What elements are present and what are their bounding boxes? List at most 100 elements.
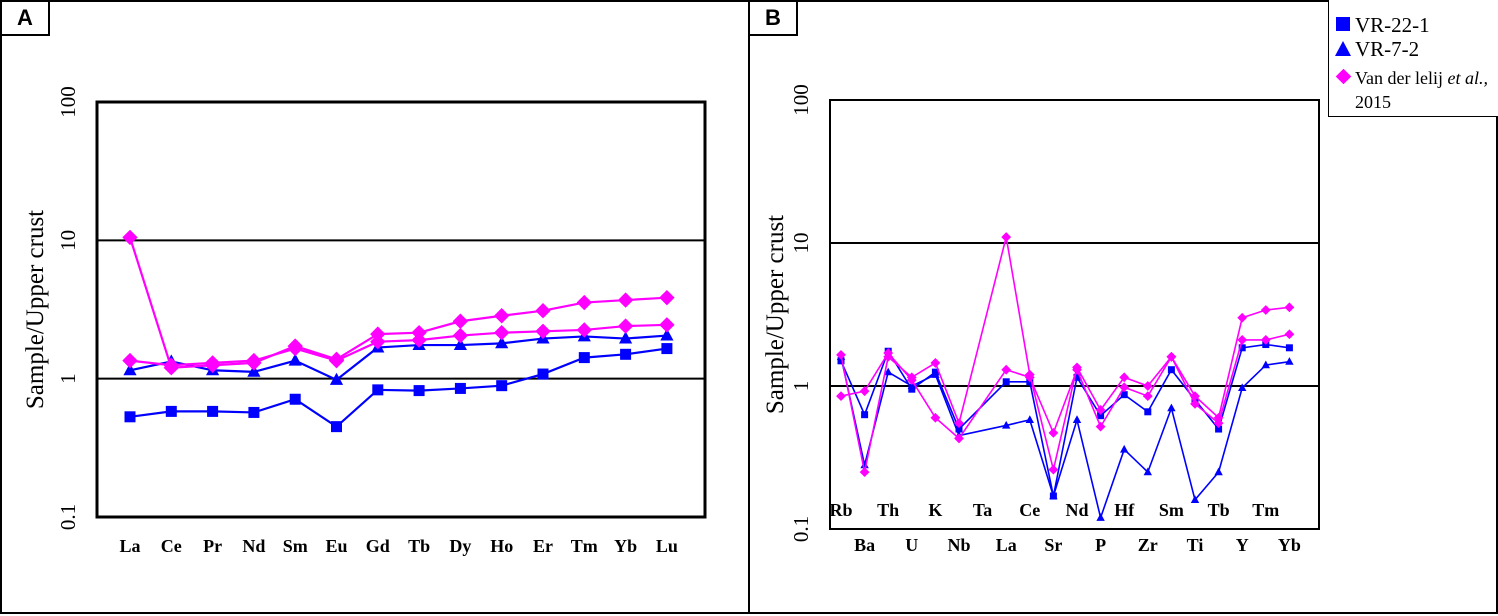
- square-marker: [248, 406, 260, 418]
- square-marker: [837, 357, 845, 365]
- triangle-marker: [1002, 420, 1011, 429]
- legend-item-vr-7-2: VR-7-2: [1335, 38, 1419, 60]
- triangle-marker: [1096, 513, 1105, 521]
- legend-label-tail: 2015: [1355, 92, 1391, 112]
- diamond-marker: [370, 334, 386, 350]
- triangle-marker-icon: [1335, 38, 1351, 58]
- diamond-marker: [617, 292, 634, 308]
- diamond-marker: [287, 340, 303, 357]
- diamond-marker: [1048, 464, 1059, 475]
- x-category-label: Ti: [1187, 535, 1204, 555]
- triangle-marker: [329, 372, 344, 385]
- diamond-marker: [930, 412, 941, 423]
- legend-item-vr-22-1: VR-22-1: [1335, 14, 1430, 36]
- x-category-label: Ce: [1019, 500, 1040, 520]
- triangle-marker: [1049, 491, 1058, 500]
- diamond-marker: [1190, 391, 1200, 401]
- triangle-marker: [860, 460, 869, 469]
- triangle-marker: [1072, 415, 1082, 423]
- y-tick-label: 1: [789, 381, 813, 392]
- y-axis-label: Sample/Upper crust: [762, 215, 789, 414]
- square-marker: [1215, 425, 1223, 433]
- chart-a: 0.1 1 10 100 Sample/Upper crust La Ce Pr Nd Sm Eu G…: [22, 86, 707, 556]
- diamond-marker: [1260, 335, 1271, 345]
- diamond-marker: [452, 327, 469, 344]
- square-marker: [124, 411, 136, 423]
- diamond-marker: [246, 352, 262, 369]
- panel-b-label: B: [750, 2, 798, 36]
- square-marker: [1167, 366, 1175, 374]
- x-category-label: Sm: [283, 536, 308, 556]
- square-marker: [661, 343, 673, 355]
- x-category-label: Rb: [829, 500, 852, 520]
- x-category-label: Ba: [854, 535, 875, 555]
- plot-frame: [95, 100, 707, 519]
- square-marker: [331, 421, 342, 433]
- diamond-marker: [1072, 364, 1082, 375]
- diamond-marker: [906, 375, 917, 385]
- diamond-marker: [163, 357, 179, 373]
- x-category-label: Th: [877, 500, 899, 520]
- diamond-marker: [659, 289, 675, 306]
- x-category-label: Sr: [1044, 535, 1062, 555]
- triangle-marker: [1238, 383, 1247, 392]
- diamond-marker: [452, 313, 469, 329]
- triangle-marker: [1285, 357, 1294, 365]
- diamond-marker: [1001, 232, 1012, 242]
- diamond-marker: [954, 418, 964, 429]
- y-tick-label: 10: [56, 230, 80, 251]
- triangle-marker: [1167, 403, 1176, 412]
- diamond-marker: [328, 352, 345, 369]
- triangle-marker: [288, 353, 302, 366]
- x-category-label: Ho: [490, 536, 513, 556]
- y-tick-label: 0.1: [789, 516, 813, 542]
- diamond-marker: [1237, 312, 1248, 323]
- panel-b: B: [748, 0, 1498, 614]
- square-marker: [908, 385, 916, 393]
- plot-frame: [829, 99, 1320, 530]
- diamond-marker: [535, 302, 551, 319]
- triangle-marker: [1025, 415, 1034, 423]
- square-marker: [1073, 373, 1081, 381]
- diamond-marker: [411, 332, 427, 348]
- square-marker: [1120, 391, 1128, 399]
- x-category-label: Tm: [571, 536, 598, 556]
- legend-label: VR-22-1: [1355, 13, 1430, 37]
- triangle-marker: [1120, 444, 1129, 453]
- x-category-label: P: [1095, 535, 1106, 555]
- square-marker: [861, 411, 869, 419]
- diamond-marker: [1001, 364, 1012, 375]
- triangle-marker: [907, 381, 916, 390]
- x-category-label: U: [905, 535, 918, 555]
- y-tick-label: 100: [789, 84, 813, 116]
- diamond-marker: [576, 294, 592, 311]
- diamond-marker: [1190, 398, 1200, 409]
- diamond-marker: [659, 317, 675, 333]
- square-marker: [620, 348, 632, 360]
- x-category-label: Dy: [449, 536, 471, 556]
- x-category-label: K: [928, 500, 942, 520]
- diamond-marker: [1095, 421, 1106, 432]
- x-category-label: Gd: [366, 536, 390, 556]
- triangle-marker: [247, 364, 261, 377]
- y-axis-label: Sample/Upper crust: [22, 210, 49, 409]
- square-marker: [372, 384, 384, 396]
- x-category-label: Nd: [242, 536, 265, 556]
- diamond-marker: [859, 386, 870, 397]
- diamond-marker: [535, 323, 551, 339]
- triangle-marker: [123, 363, 137, 376]
- diamond-marker: [883, 348, 894, 358]
- diamond-marker: [494, 308, 510, 324]
- diamond-marker: [1237, 335, 1248, 345]
- x-category-label: Yb: [1278, 535, 1301, 555]
- diamond-marker: [1284, 329, 1295, 340]
- diamond-marker: [617, 318, 634, 334]
- x-category-label: Y: [1236, 535, 1249, 555]
- triangle-marker: [619, 331, 633, 344]
- x-category-label: Hf: [1114, 500, 1135, 520]
- series-line: [129, 334, 667, 382]
- x-category-label: Sm: [1159, 500, 1184, 520]
- triangle-marker: [1143, 467, 1152, 476]
- diamond-marker: [1142, 391, 1153, 401]
